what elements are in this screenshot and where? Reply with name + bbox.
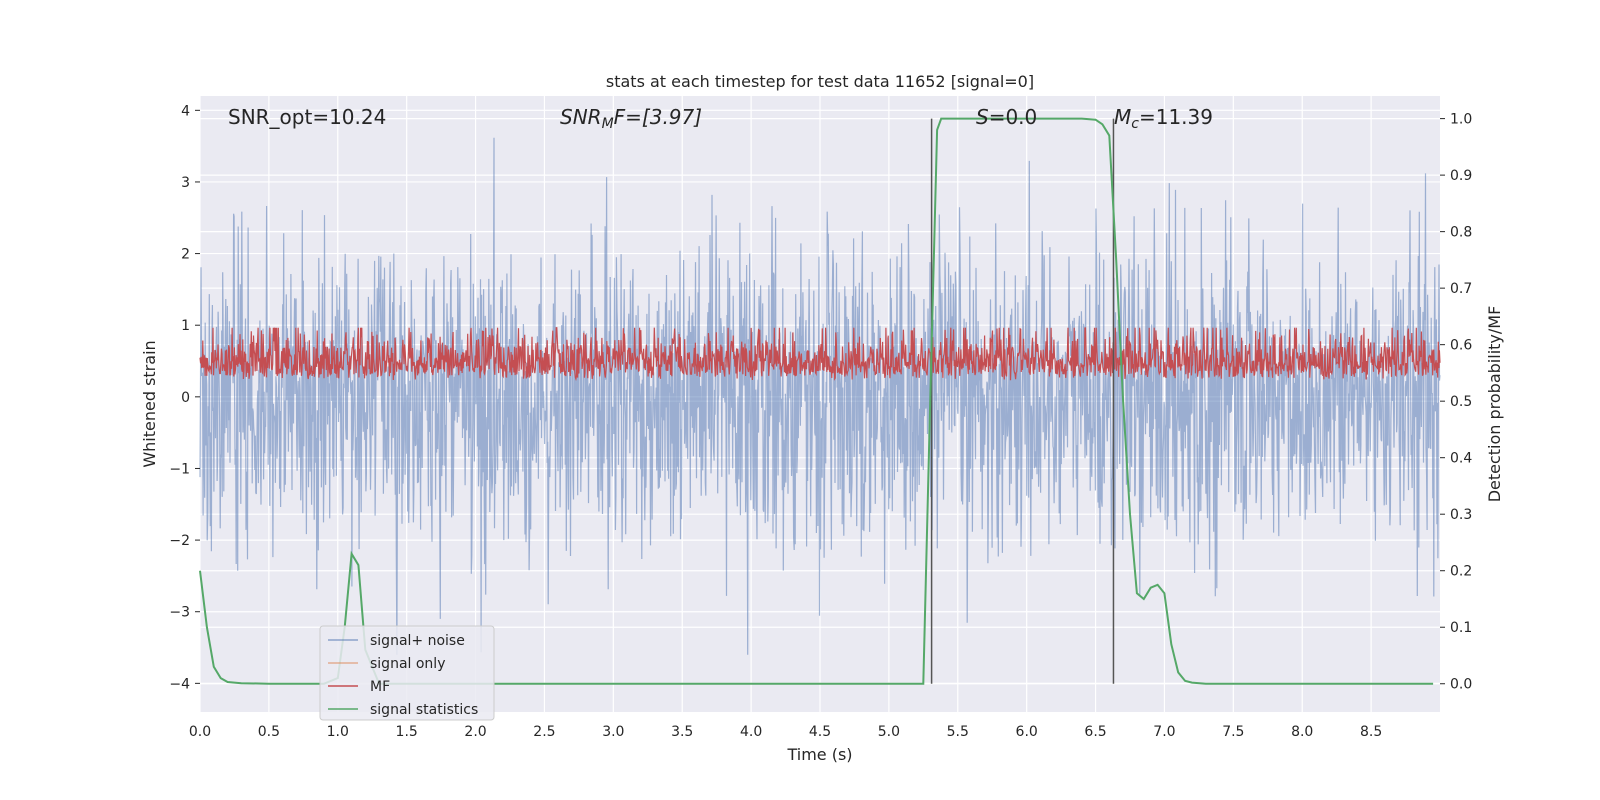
y-left-tick-label: −4 — [169, 676, 190, 692]
x-tick-label: 3.0 — [602, 724, 624, 740]
x-tick-label: 2.0 — [464, 724, 486, 740]
mc-sub: c — [1131, 116, 1139, 132]
signal-noise-series — [199, 137, 1441, 655]
y-left-tick-label: 0 — [181, 390, 190, 406]
x-tick-label: 0.0 — [189, 724, 211, 740]
x-tick-label: 3.5 — [671, 724, 693, 740]
mf-line — [199, 327, 1441, 382]
mf-series — [199, 327, 1441, 382]
y-left-tick-label: −3 — [169, 605, 190, 621]
x-tick-label: 1.0 — [327, 724, 349, 740]
y-right-tick-label: 0.9 — [1450, 168, 1472, 184]
y-left-tick-label: 4 — [181, 103, 190, 119]
y-right-axis-label: Detection probability/MF — [1485, 306, 1504, 503]
s-rest: =0.0 — [989, 105, 1038, 129]
x-tick-label: 8.0 — [1291, 724, 1313, 740]
y-right-tick-label: 0.2 — [1450, 564, 1472, 580]
s-annotation: S=0.0 — [976, 105, 1037, 129]
y-right-tick-label: 0.7 — [1450, 281, 1472, 297]
x-tick-label: 5.0 — [878, 724, 900, 740]
y-right-ticks: 1.0 0.9 0.8 0.7 0.6 0.5 0.4 0.3 0.2 0.1 0.0 — [1440, 112, 1472, 693]
legend-box — [319, 625, 495, 721]
x-tick-label: 7.5 — [1222, 724, 1244, 740]
x-tick-label: 6.5 — [1084, 724, 1106, 740]
y-right-tick-label: 0.5 — [1450, 394, 1472, 410]
y-left-tick-label: −2 — [169, 533, 190, 549]
x-ticks: 0.0 0.5 1.0 1.5 2.0 2.5 3.0 3.5 4.0 4.5 5.0 5.5 6.0 6… — [189, 724, 1382, 740]
y-left-tick-label: 2 — [181, 247, 190, 263]
y-right-tick-label: 0.3 — [1450, 507, 1472, 523]
mc-annotation: Mc=11.39 — [1114, 105, 1213, 132]
snr-mf-main: SNR — [560, 105, 602, 129]
x-tick-label: 2.5 — [533, 724, 555, 740]
x-tick-label: 0.5 — [258, 724, 280, 740]
mc-main: M — [1114, 105, 1131, 129]
legend-label-signal-statistics: signal statistics — [370, 702, 478, 718]
y-left-tick-label: −1 — [169, 461, 190, 477]
x-tick-label: 1.5 — [396, 724, 418, 740]
x-tick-label: 4.5 — [809, 724, 831, 740]
y-right-tick-label: 1.0 — [1450, 112, 1472, 128]
x-tick-label: 4.0 — [740, 724, 762, 740]
x-tick-label: 7.0 — [1153, 724, 1175, 740]
y-left-ticks: 4 3 2 1 0 −1 −2 −3 −4 — [169, 103, 200, 692]
legend-label-signal-noise: signal+ noise — [370, 633, 465, 649]
snr-opt-annotation: SNR_opt=10.24 — [228, 105, 386, 129]
legend: signal+ noise signal only MF signal stat… — [319, 625, 495, 721]
y-right-tick-label: 0.6 — [1450, 338, 1472, 354]
chart-title: stats at each timestep for test data 116… — [606, 72, 1034, 91]
legend-label-signal-only: signal only — [370, 656, 445, 672]
snr-mf-annotation: SNRMF=[3.97] — [560, 105, 702, 132]
x-axis-label: Time (s) — [786, 745, 852, 764]
x-tick-label: 8.5 — [1360, 724, 1382, 740]
s-main: S — [976, 105, 989, 129]
y-left-tick-label: 1 — [181, 318, 190, 334]
snr-mf-rest: F=[3.97] — [614, 105, 702, 129]
x-tick-label: 6.0 — [1016, 724, 1038, 740]
y-right-tick-label: 0.0 — [1450, 677, 1472, 693]
legend-label-mf: MF — [370, 679, 390, 695]
y-left-tick-label: 3 — [181, 175, 190, 191]
signal-noise-line — [199, 137, 1441, 655]
mc-rest: =11.39 — [1139, 105, 1213, 129]
x-tick-label: 5.5 — [947, 724, 969, 740]
y-right-tick-label: 0.4 — [1450, 451, 1472, 467]
y-right-tick-label: 0.1 — [1450, 620, 1472, 636]
y-right-tick-label: 0.8 — [1450, 225, 1472, 241]
snr-mf-sub: M — [602, 116, 614, 132]
y-left-axis-label: Whitened strain — [140, 340, 159, 467]
